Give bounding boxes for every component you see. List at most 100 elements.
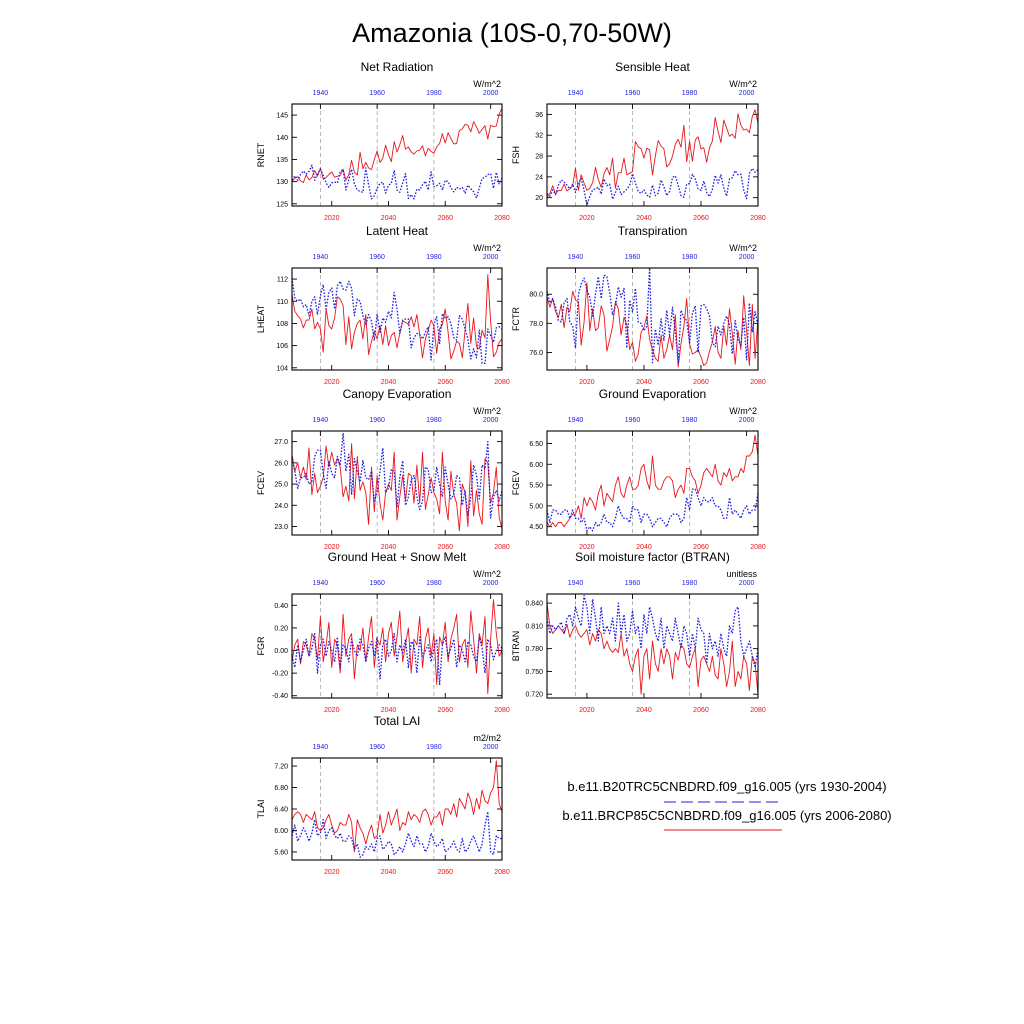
x-top-tick-label: 1940 [313,90,329,97]
series-historical-line [546,594,759,669]
y-tick-label: 0.20 [274,625,288,632]
y-tick-label: 125 [276,201,288,208]
y-tick-label: 32 [535,133,543,140]
x-top-tick-label: 1940 [313,580,329,587]
x-bottom-tick-label: 2040 [381,544,397,551]
x-top-tick-label: 1940 [568,580,584,587]
series-future-line [546,603,759,695]
y-tick-label: 5.60 [274,849,288,856]
y-tick-label: -0.40 [272,693,288,700]
x-bottom-tick-label: 2060 [693,215,709,222]
x-top-tick-label: 1980 [426,417,442,424]
x-bottom-tick-label: 2080 [750,707,766,714]
y-tick-label: 0.840 [525,601,543,608]
series-future-line [546,109,759,198]
y-tick-label: 26.0 [274,460,288,467]
x-bottom-tick-label: 2020 [324,379,340,386]
y-axis-label: BTRAN [511,631,521,662]
y-tick-label: 7.20 [274,764,288,771]
x-bottom-tick-label: 2080 [494,707,510,714]
y-tick-label: 24 [535,174,543,181]
y-tick-label: 6.50 [529,441,543,448]
x-bottom-tick-label: 2060 [693,707,709,714]
legend: b.e11.B20TRC5CNBDRD.f09_g16.005 (yrs 193… [562,779,892,831]
legend-label-historical: b.e11.B20TRC5CNBDRD.f09_g16.005 (yrs 193… [567,779,886,794]
x-top-tick-label: 1940 [313,417,329,424]
y-tick-label: 80.0 [529,292,543,299]
y-tick-label: 6.40 [274,807,288,814]
x-bottom-tick-label: 2060 [693,379,709,386]
chart-panel: Latent Heat W/m^2 LHEAT 104 106 108 110 112 2020… [256,224,510,386]
x-top-tick-label: 1980 [682,417,698,424]
x-top-tick-label: 1980 [682,580,698,587]
plot-frame [291,593,503,699]
panel-title: Net Radiation [361,60,434,74]
x-bottom-tick-label: 2060 [437,869,453,876]
x-bottom-tick-label: 2060 [437,707,453,714]
chart-panel: Net Radiation W/m^2 RNET 125 130 135 140 145 202… [256,60,510,222]
x-top-tick-label: 2000 [483,90,499,97]
chart-panel: Total LAI m2/m2 TLAI 5.60 6.00 6.40 6.80 7.20 20… [256,714,510,876]
y-tick-label: 0.00 [274,648,288,655]
x-top-tick-label: 1980 [426,90,442,97]
panel-title: Total LAI [374,714,421,728]
chart-panel: Soil moisture factor (BTRAN) unitless BTRA… [511,550,766,714]
x-bottom-tick-label: 2060 [437,379,453,386]
y-tick-label: 20 [535,195,543,202]
series-future-line [291,760,503,853]
y-tick-label: 0.750 [525,669,543,676]
y-tick-label: 0.720 [525,692,543,699]
x-top-tick-label: 1960 [369,254,385,261]
x-top-tick-label: 1960 [625,90,641,97]
x-bottom-tick-label: 2080 [494,215,510,222]
units-label: m2/m2 [473,733,501,743]
x-top-tick-label: 1980 [426,580,442,587]
plot-frame [291,757,503,861]
x-bottom-tick-label: 2040 [381,215,397,222]
x-top-tick-label: 1940 [313,254,329,261]
y-tick-label: 28 [535,154,543,161]
plot-frame [291,103,503,207]
y-tick-label: 4.50 [529,524,543,531]
series-historical-line [291,632,503,686]
series-historical-line [546,167,759,206]
x-top-tick-label: 2000 [739,580,755,587]
y-axis-label: TLAI [256,799,266,818]
panel-title: Transpiration [618,224,688,238]
series-historical-line [546,488,759,532]
y-tick-label: 23.0 [274,524,288,531]
x-bottom-tick-label: 2020 [579,215,595,222]
plot-frame [546,593,759,699]
plot-frame [546,103,759,207]
x-bottom-tick-label: 2080 [494,379,510,386]
panel-title: Ground Heat + Snow Melt [328,550,467,564]
x-bottom-tick-label: 2020 [579,379,595,386]
chart-panel: Canopy Evaporation W/m^2 FCEV 23.0 24.0 25.0 2… [256,387,510,551]
y-tick-label: 135 [276,157,288,164]
y-axis-label: FCTR [511,307,521,331]
x-bottom-tick-label: 2080 [494,869,510,876]
y-tick-label: 130 [276,179,288,186]
units-label: unitless [726,569,757,579]
x-bottom-tick-label: 2060 [693,544,709,551]
series-historical-line [291,811,502,858]
x-bottom-tick-label: 2040 [381,379,397,386]
plot-frame [546,267,759,371]
x-top-tick-label: 2000 [739,417,755,424]
series-future-line [291,599,503,694]
x-bottom-tick-label: 2080 [750,544,766,551]
y-tick-label: 0.810 [525,623,543,630]
y-axis-label: LHEAT [256,304,266,333]
units-label: W/m^2 [729,79,757,89]
y-tick-label: 76.0 [529,350,543,357]
x-bottom-tick-label: 2040 [381,869,397,876]
y-tick-label: 6.00 [274,828,288,835]
units-label: W/m^2 [729,406,757,416]
x-bottom-tick-label: 2060 [437,215,453,222]
y-tick-label: -0.20 [272,671,288,678]
y-tick-label: 140 [276,135,288,142]
y-tick-label: 27.0 [274,439,288,446]
x-top-tick-label: 2000 [483,580,499,587]
x-top-tick-label: 1940 [568,417,584,424]
